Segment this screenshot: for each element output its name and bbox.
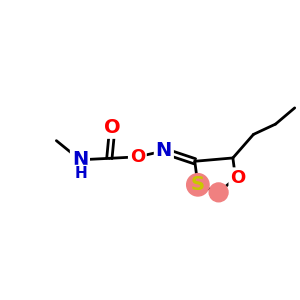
Circle shape xyxy=(187,174,209,196)
Circle shape xyxy=(209,183,228,202)
Text: N: N xyxy=(156,142,172,160)
Text: O: O xyxy=(104,118,121,137)
Text: O: O xyxy=(130,148,145,166)
Text: S: S xyxy=(191,175,205,194)
Text: H: H xyxy=(74,166,87,181)
Text: N: N xyxy=(72,150,88,169)
Text: O: O xyxy=(230,169,245,187)
